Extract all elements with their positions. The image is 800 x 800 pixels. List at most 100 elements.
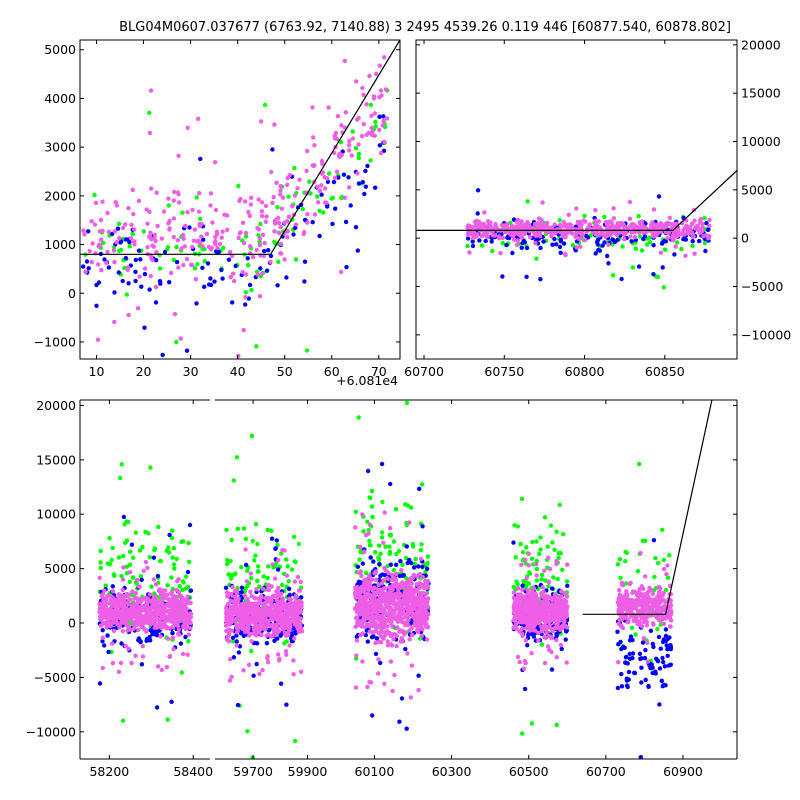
data-point-pink (382, 606, 387, 612)
data-point-pink (260, 586, 266, 591)
data-point-green (266, 564, 271, 569)
data-point-pink (212, 160, 218, 165)
data-point-pink (377, 594, 382, 600)
data-point-blue (657, 702, 662, 707)
data-point-pink (278, 613, 283, 618)
data-point-blue (341, 172, 347, 177)
data-point-pink (417, 600, 422, 605)
data-point-blue (483, 238, 488, 244)
data-point-green (231, 478, 236, 483)
data-point-pink (177, 600, 182, 606)
data-point-blue (606, 261, 611, 266)
data-point-pink (231, 271, 236, 276)
data-point-pink (112, 319, 117, 325)
data-point-pink (262, 240, 267, 246)
data-point-blue (519, 245, 524, 250)
data-point-blue (632, 670, 637, 675)
data-point-pink (658, 250, 664, 255)
data-point-pink (266, 608, 271, 613)
data-point-green (152, 546, 158, 551)
data-point-pink (381, 636, 386, 641)
data-point-pink (185, 652, 190, 657)
data-point-green (252, 558, 257, 563)
data-point-pink (413, 616, 418, 621)
data-point-blue (550, 242, 555, 247)
data-point-pink (519, 562, 524, 567)
data-point-pink (298, 624, 303, 629)
data-point-pink (268, 259, 273, 264)
data-point-pink (291, 672, 296, 677)
data-point-pink (110, 641, 115, 646)
data-point-pink (249, 639, 254, 644)
data-point-pink (355, 171, 360, 176)
data-point-pink (256, 630, 262, 635)
data-point-pink (469, 225, 475, 230)
data-point-green (610, 273, 616, 278)
data-point-green (225, 557, 230, 563)
data-point-pink (235, 626, 240, 631)
data-point-blue (205, 261, 211, 266)
data-point-green (561, 532, 566, 537)
data-point-pink (259, 213, 265, 219)
data-point-pink (383, 629, 388, 635)
data-point-pink (276, 594, 281, 599)
data-point-pink (167, 227, 172, 232)
data-point-blue (207, 282, 212, 287)
data-point-blue (558, 250, 563, 255)
data-point-blue (336, 175, 341, 180)
data-point-pink (393, 602, 398, 607)
data-point-pink (365, 684, 370, 690)
data-point-pink (545, 644, 551, 649)
data-point-blue (110, 584, 116, 589)
data-point-pink (255, 272, 260, 277)
data-point-green (98, 565, 104, 571)
data-point-pink (419, 634, 424, 639)
data-point-blue (302, 259, 308, 264)
data-point-green (582, 213, 587, 218)
data-point-pink (298, 579, 303, 585)
data-point-blue (554, 242, 559, 247)
data-point-blue (153, 632, 158, 637)
data-point-pink (334, 169, 340, 174)
data-point-pink (420, 574, 425, 580)
data-point-blue (80, 264, 86, 269)
data-point-blue (584, 233, 589, 239)
data-point-pink (390, 624, 395, 629)
data-point-blue (183, 634, 188, 640)
data-point-green (393, 507, 399, 512)
data-point-blue (245, 256, 250, 261)
data-point-pink (299, 600, 304, 605)
data-point-blue (622, 645, 627, 650)
data-point-green (254, 344, 259, 349)
data-point-pink (110, 611, 115, 617)
data-point-pink (290, 604, 295, 609)
data-point-pink (480, 222, 485, 227)
data-point-pink (291, 617, 296, 622)
data-point-pink (287, 623, 293, 628)
data-point-blue (220, 276, 225, 281)
data-point-blue (648, 628, 654, 633)
data-point-pink (706, 236, 711, 241)
data-point-pink (280, 627, 286, 632)
data-point-pink (362, 586, 367, 591)
data-point-blue (254, 661, 259, 667)
data-point-pink (552, 222, 557, 227)
data-point-pink (613, 231, 618, 236)
data-point-pink (116, 669, 122, 674)
data-point-blue (97, 681, 103, 686)
data-point-blue (274, 538, 279, 543)
data-point-green (391, 539, 397, 544)
data-point-blue (470, 243, 476, 249)
data-point-green (419, 542, 424, 547)
data-point-pink (81, 228, 86, 233)
data-point-pink (96, 242, 102, 247)
data-point-blue (102, 257, 107, 262)
data-point-pink (324, 200, 329, 205)
data-point-blue (549, 667, 555, 672)
data-point-pink (249, 195, 254, 200)
data-point-pink (417, 585, 422, 591)
data-point-pink (180, 232, 186, 238)
data-point-pink (376, 671, 381, 676)
data-point-green (249, 287, 254, 293)
data-point-pink (87, 248, 92, 254)
